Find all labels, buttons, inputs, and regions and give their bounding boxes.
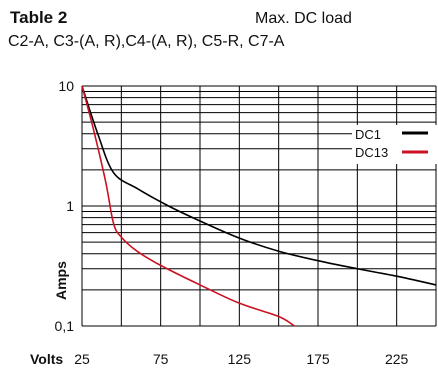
curves [81, 85, 437, 327]
x-axis-label: Volts [30, 351, 63, 367]
series-line-dc1 [81, 85, 437, 286]
y-axis-label: Amps [53, 261, 69, 300]
series-line-dc13 [81, 85, 295, 327]
y-tick-label: 10 [58, 78, 74, 94]
chart-caption: Max. DC load [255, 10, 352, 27]
x-tick-label: 125 [228, 351, 252, 367]
x-tick-label: 225 [385, 351, 409, 367]
y-tick-label: 0,1 [55, 318, 75, 334]
legend-label-dc13: DC13 [355, 145, 388, 160]
legend: DC1 DC13 [352, 125, 438, 164]
table-title: Table 2 [10, 8, 68, 27]
legend-label-dc1: DC1 [355, 127, 381, 142]
x-tick-label: 75 [153, 351, 169, 367]
model-list: C2-A, C3-(A, R),C4-(A, R), C5-R, C7-A [8, 33, 285, 50]
tick-labels: 25 75 125 175 225 10 1 0,1 [55, 78, 409, 367]
x-tick-label: 175 [306, 351, 330, 367]
y-tick-label: 1 [66, 198, 74, 214]
grid [81, 85, 437, 327]
x-tick-label: 25 [74, 351, 90, 367]
